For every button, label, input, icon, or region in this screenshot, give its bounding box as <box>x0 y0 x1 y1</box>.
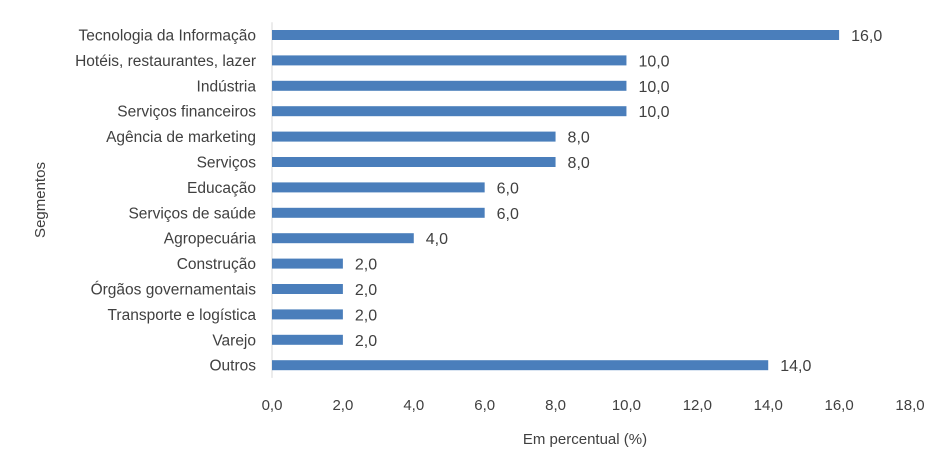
data-labels: 16,0 10,0 10,0 10,0 8,0 8,0 6,0 6,0 4,0 2,0 2,0 2,0… <box>355 28 882 375</box>
category-label-orgaos-governamentais: Órgãos governamentais <box>91 282 257 299</box>
bar-agropecuaria <box>272 233 414 244</box>
bar-hoteis-restaurantes-lazer <box>272 55 627 66</box>
x-tick-label: 6,0 <box>474 397 495 414</box>
data-label-servicos-de-saude: 6,0 <box>497 206 519 223</box>
data-label-transporte-e-logistica: 2,0 <box>355 307 377 324</box>
data-label-tecnologia-da-informacao: 16,0 <box>851 28 882 45</box>
bar-transporte-e-logistica <box>272 309 343 320</box>
x-tick-label: 8,0 <box>545 397 566 414</box>
category-labels: Tecnologia da Informação Hotéis, restaura… <box>75 28 256 375</box>
x-tick-label: 12,0 <box>683 397 712 414</box>
bar-construcao <box>272 258 343 269</box>
bar-outros <box>272 360 769 371</box>
data-label-industria: 10,0 <box>638 79 669 96</box>
y-axis-title: Segmentos <box>32 162 49 238</box>
bar-orgaos-governamentais <box>272 284 343 294</box>
data-label-servicos: 8,0 <box>568 155 590 172</box>
category-label-agencia-de-marketing: Agência de marketing <box>106 129 256 146</box>
x-tick-labels: 0,0 2,0 4,0 6,0 8,0 10,0 12,0 14,0 16,0 18,0 <box>262 397 925 414</box>
bar-varejo <box>272 334 343 345</box>
category-label-hoteis-restaurantes-lazer: Hotéis, restaurantes, lazer <box>75 53 256 70</box>
data-label-servicos-financeiros: 10,0 <box>638 104 669 121</box>
category-label-servicos: Serviços <box>197 155 257 172</box>
x-axis-title: Em percentual (%) <box>523 431 647 448</box>
bar-servicos-de-saude <box>272 207 485 218</box>
bar-agencia-de-marketing <box>272 131 556 142</box>
bar-tecnologia-da-informacao <box>272 30 840 40</box>
category-label-servicos-financeiros: Serviços financeiros <box>117 104 256 121</box>
x-tick-label: 14,0 <box>754 397 783 414</box>
category-label-construcao: Construção <box>177 256 256 273</box>
x-tick-label: 16,0 <box>825 397 854 414</box>
data-label-varejo: 2,0 <box>355 333 377 350</box>
category-label-servicos-de-saude: Serviços de saúde <box>128 205 256 222</box>
data-label-hoteis-restaurantes-lazer: 10,0 <box>638 53 669 70</box>
category-label-outros: Outros <box>209 358 256 375</box>
data-label-orgaos-governamentais: 2,0 <box>355 282 377 299</box>
category-label-tecnologia-da-informacao: Tecnologia da Informação <box>78 28 256 45</box>
bar-servicos <box>272 157 556 167</box>
data-label-agencia-de-marketing: 8,0 <box>568 130 590 147</box>
data-label-agropecuaria: 4,0 <box>426 231 448 248</box>
category-label-industria: Indústria <box>197 78 257 95</box>
data-label-outros: 14,0 <box>780 358 811 375</box>
bar-industria <box>272 80 627 91</box>
bar-educacao <box>272 182 485 193</box>
x-tick-label: 0,0 <box>262 397 283 414</box>
bars <box>272 30 840 371</box>
x-tick-label: 18,0 <box>895 397 924 414</box>
category-label-transporte-e-logistica: Transporte e logística <box>108 307 257 324</box>
category-label-educacao: Educação <box>187 180 256 197</box>
category-label-varejo: Varejo <box>212 332 256 349</box>
x-tick-label: 4,0 <box>403 397 424 414</box>
bar-servicos-financeiros <box>272 106 627 117</box>
data-label-educacao: 6,0 <box>497 180 519 197</box>
x-tick-label: 10,0 <box>612 397 641 414</box>
category-label-agropecuaria: Agropecuária <box>164 231 257 248</box>
data-label-construcao: 2,0 <box>355 257 377 274</box>
x-tick-label: 2,0 <box>332 397 353 414</box>
